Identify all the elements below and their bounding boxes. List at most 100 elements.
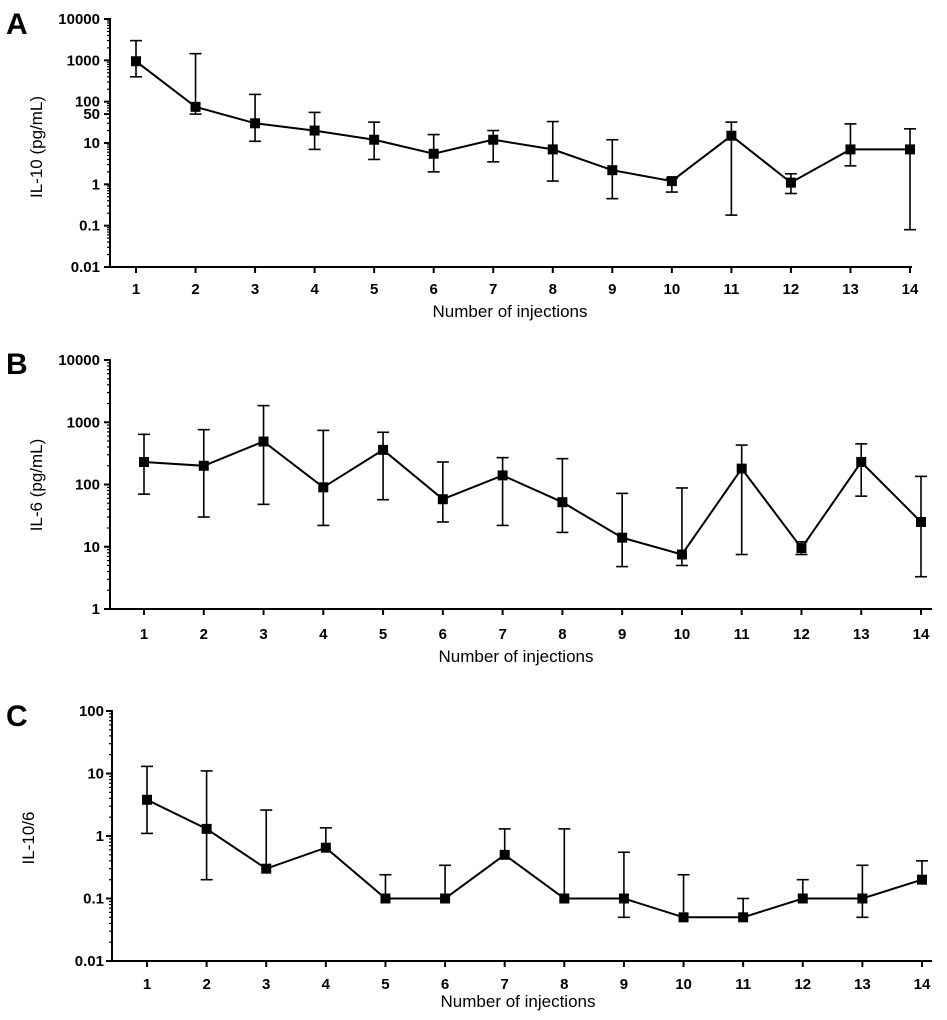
data-point	[320, 842, 331, 853]
data-point	[917, 874, 927, 885]
x-tick-label: 7	[489, 281, 497, 298]
data-point	[676, 549, 687, 560]
panel-b-error-bars	[138, 404, 927, 578]
data-point	[440, 893, 451, 904]
data-point	[797, 893, 808, 904]
x-tick-label: 4	[319, 626, 328, 643]
y-tick-label: 0.1	[79, 218, 100, 235]
series-line	[146, 798, 923, 919]
x-tick-label: 1	[132, 281, 140, 298]
panel-c: C IL-10/6 Number of injections 100 10 1 0.1…	[6, 700, 932, 1011]
x-tick-label: 2	[191, 281, 199, 298]
x-tick-label: 6	[430, 281, 438, 298]
data-point	[607, 165, 618, 176]
x-tick-label: 10	[664, 281, 681, 298]
data-point	[736, 463, 747, 474]
panel-b: B IL-6 (pg/mL) Number of injections 1000…	[6, 348, 932, 666]
panel-b-y-ticks: 10000 1000 100 10 1	[58, 352, 110, 618]
panel-c-axes	[111, 710, 932, 962]
x-tick-label: 7	[498, 626, 506, 643]
panel-b-x-ticks: 1 2 3 4 5 6 7 8 9 10 11 12 13 14	[140, 609, 930, 643]
panel-b-markers	[139, 436, 926, 560]
x-tick-label: 10	[675, 976, 692, 993]
x-tick-label: 3	[259, 626, 267, 643]
panel-c-series	[146, 798, 923, 919]
data-point	[845, 144, 856, 155]
x-tick-label: 12	[794, 976, 811, 993]
panel-a: A IL-10 (pg/mL) Number of injections 100…	[6, 8, 919, 321]
data-point	[190, 101, 201, 112]
data-point	[497, 470, 508, 481]
panel-b-letter: B	[6, 348, 28, 381]
x-tick-label: 14	[913, 626, 930, 643]
y-tick-label: 1000	[67, 52, 100, 69]
data-point	[380, 893, 391, 904]
data-point	[142, 794, 152, 805]
x-tick-label: 12	[783, 281, 800, 298]
x-tick-label: 13	[853, 626, 870, 643]
x-tick-label: 14	[902, 281, 919, 298]
x-tick-label: 1	[140, 626, 148, 643]
data-point	[261, 863, 272, 874]
x-tick-label: 6	[441, 976, 449, 993]
x-tick-label: 10	[674, 626, 691, 643]
y-tick-label: 0.01	[75, 953, 104, 970]
panel-c-x-axis-label: Number of injections	[441, 992, 596, 1011]
data-point	[131, 56, 141, 67]
panel-c-x-ticks: 1 2 3 4 5 6 7 8 9 10 11 12 13 14	[143, 961, 931, 993]
data-point	[557, 497, 568, 508]
panel-c-error-bars	[141, 765, 928, 919]
data-point	[618, 893, 629, 904]
data-point	[258, 436, 269, 447]
data-point	[559, 893, 570, 904]
data-point	[905, 144, 915, 155]
series-line	[135, 60, 910, 184]
series-line	[143, 440, 922, 556]
y-tick-label: 10000	[58, 11, 100, 28]
data-point	[198, 460, 209, 471]
data-point	[617, 532, 628, 543]
x-tick-label: 5	[370, 281, 378, 298]
data-point	[499, 849, 510, 860]
data-point	[318, 482, 329, 493]
data-point	[378, 444, 389, 455]
x-tick-label: 4	[322, 976, 331, 993]
x-tick-label: 9	[618, 626, 626, 643]
panel-c-y-axis-label: IL-10/6	[19, 812, 38, 865]
y-tick-label: 50	[83, 106, 100, 123]
data-point	[428, 148, 439, 159]
x-tick-label: 7	[501, 976, 509, 993]
data-point	[916, 516, 926, 527]
data-point	[309, 125, 320, 136]
y-tick-label: 1	[96, 828, 104, 845]
panel-b-series	[143, 440, 922, 556]
x-tick-label: 9	[620, 976, 628, 993]
panel-b-y-axis-label: IL-6 (pg/mL)	[27, 439, 46, 532]
x-tick-label: 12	[793, 626, 810, 643]
x-tick-label: 4	[310, 281, 319, 298]
data-point	[785, 177, 796, 188]
x-tick-label: 2	[200, 626, 208, 643]
x-tick-label: 9	[608, 281, 616, 298]
data-point	[547, 144, 558, 155]
panel-a-x-ticks: 1 2 3 4 5 6 7 8 9 10 11 12 13 14	[132, 267, 919, 298]
x-tick-label: 13	[854, 976, 871, 993]
data-point	[139, 456, 149, 467]
y-tick-label: 0.01	[71, 259, 100, 276]
data-point	[738, 912, 749, 923]
y-tick-label: 1	[92, 601, 100, 618]
data-point	[488, 134, 499, 145]
y-tick-label: 10	[87, 766, 104, 783]
x-tick-label: 6	[439, 626, 447, 643]
x-tick-label: 1	[143, 976, 151, 993]
data-point	[201, 823, 212, 834]
y-tick-label: 1000	[67, 414, 100, 431]
panel-a-x-axis-label: Number of injections	[433, 302, 588, 321]
y-tick-label: 10000	[58, 352, 100, 369]
x-tick-label: 11	[723, 281, 739, 298]
y-tick-label: 0.1	[83, 891, 104, 908]
data-point	[856, 456, 867, 467]
y-tick-label: 100	[79, 703, 104, 720]
x-tick-label: 13	[842, 281, 859, 298]
